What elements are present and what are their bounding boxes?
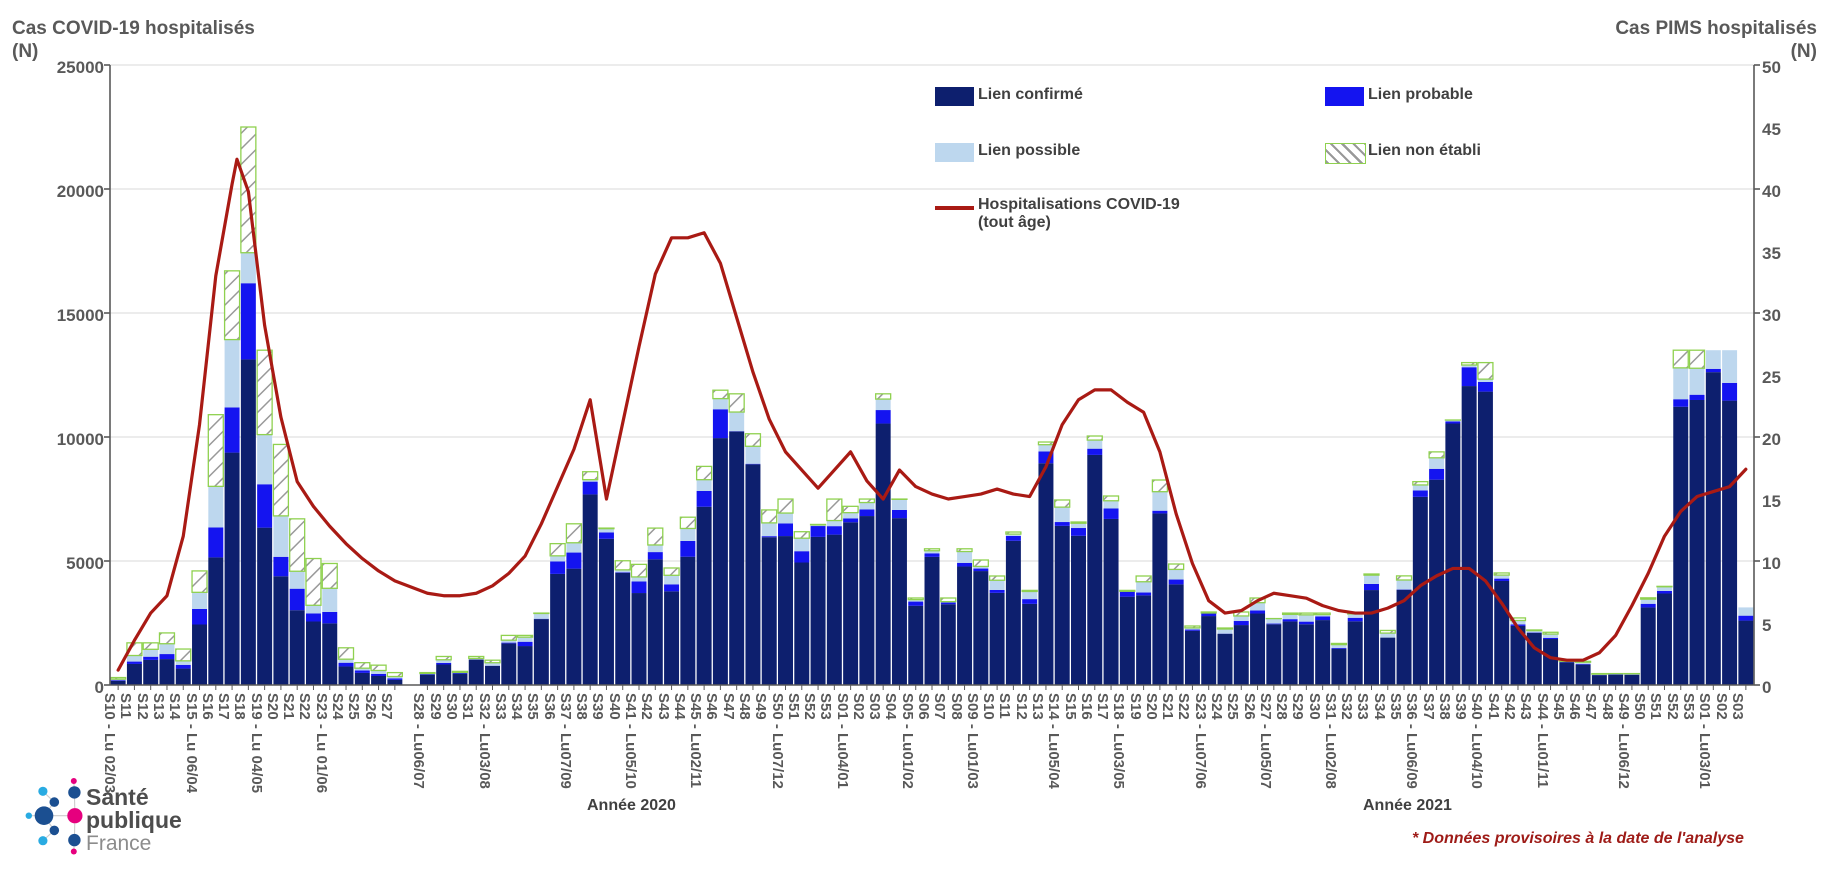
svg-text:publique: publique [86,807,182,833]
svg-text:France: France [86,832,151,855]
